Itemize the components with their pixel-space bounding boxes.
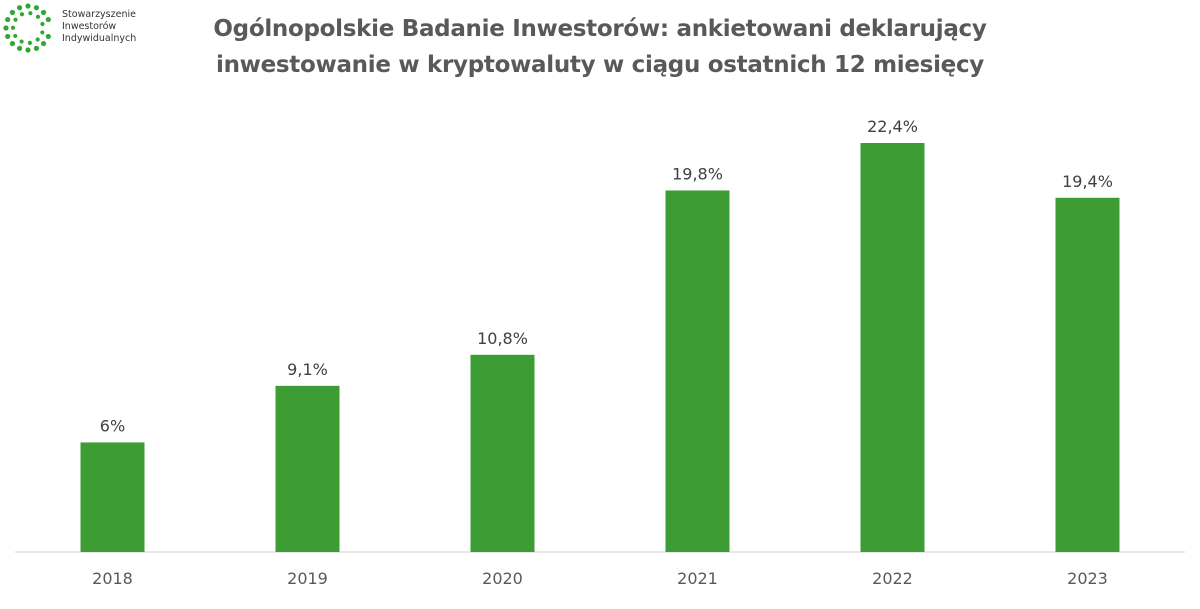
logo-dot (5, 33, 11, 40)
logo-line: Stowarzyszenie (62, 9, 136, 20)
logo-dot (40, 9, 47, 16)
logo-dot (45, 16, 51, 23)
logo-dot (33, 5, 40, 11)
data-label: 19,4% (1062, 172, 1113, 191)
x-tick-label: 2020 (482, 569, 523, 588)
logo-dot (33, 45, 40, 51)
logo-line: Inwestorów (62, 21, 117, 32)
logo-dot (19, 12, 25, 17)
bar-2022 (860, 143, 925, 552)
logo-dot (27, 40, 33, 45)
x-tick-label: 2021 (677, 569, 718, 588)
chart-title: Ogólnopolskie Badanie Inwestorów: ankiet… (0, 11, 1200, 83)
data-label: 19,8% (672, 164, 723, 183)
logo-dot (13, 17, 18, 22)
x-tick-label: 2019 (287, 569, 328, 588)
logo-dot (16, 45, 23, 51)
x-tick-label: 2018 (92, 569, 133, 588)
logo-dot (25, 47, 31, 53)
logo-circle-icon (3, 3, 51, 53)
x-tick-label: 2023 (1067, 569, 1108, 588)
data-label: 10,8% (477, 329, 528, 348)
logo-dot (40, 30, 45, 35)
bar-2019 (275, 385, 340, 552)
logo-dot (13, 33, 18, 39)
logo-dot (9, 9, 16, 16)
logo-dot (28, 11, 33, 16)
data-label: 6% (100, 416, 125, 435)
chart-title-line: inwestowanie w kryptowaluty w ciągu osta… (216, 52, 984, 78)
bar-2023 (1055, 197, 1120, 552)
logo-dot (3, 25, 9, 31)
logo-dot (25, 3, 31, 9)
logo-dot (10, 25, 16, 30)
logo-dot (5, 16, 11, 23)
chart-title-line: Ogólnopolskie Badanie Inwestorów: ankiet… (213, 16, 987, 42)
logo-dot (9, 40, 16, 47)
x-tick-label: 2022 (872, 569, 913, 588)
logo-dot (45, 33, 51, 40)
bar-2021 (665, 190, 730, 553)
logo-dot (16, 5, 23, 11)
bar-2018 (80, 442, 145, 552)
data-label: 22,4% (867, 117, 918, 136)
logo: Stowarzyszenie Inwestorów Indywidualnych (0, 0, 190, 60)
logo-line: Indywidualnych (62, 33, 137, 44)
logo-dot (40, 40, 47, 47)
bar-2020 (470, 354, 535, 552)
logo-dot (19, 39, 24, 44)
data-label: 9,1% (287, 360, 328, 379)
logo-dot (35, 14, 41, 19)
logo-dot (35, 37, 40, 42)
logo-dot (40, 21, 45, 27)
logo-text: Stowarzyszenie Inwestorów Indywidualnych (62, 9, 136, 45)
